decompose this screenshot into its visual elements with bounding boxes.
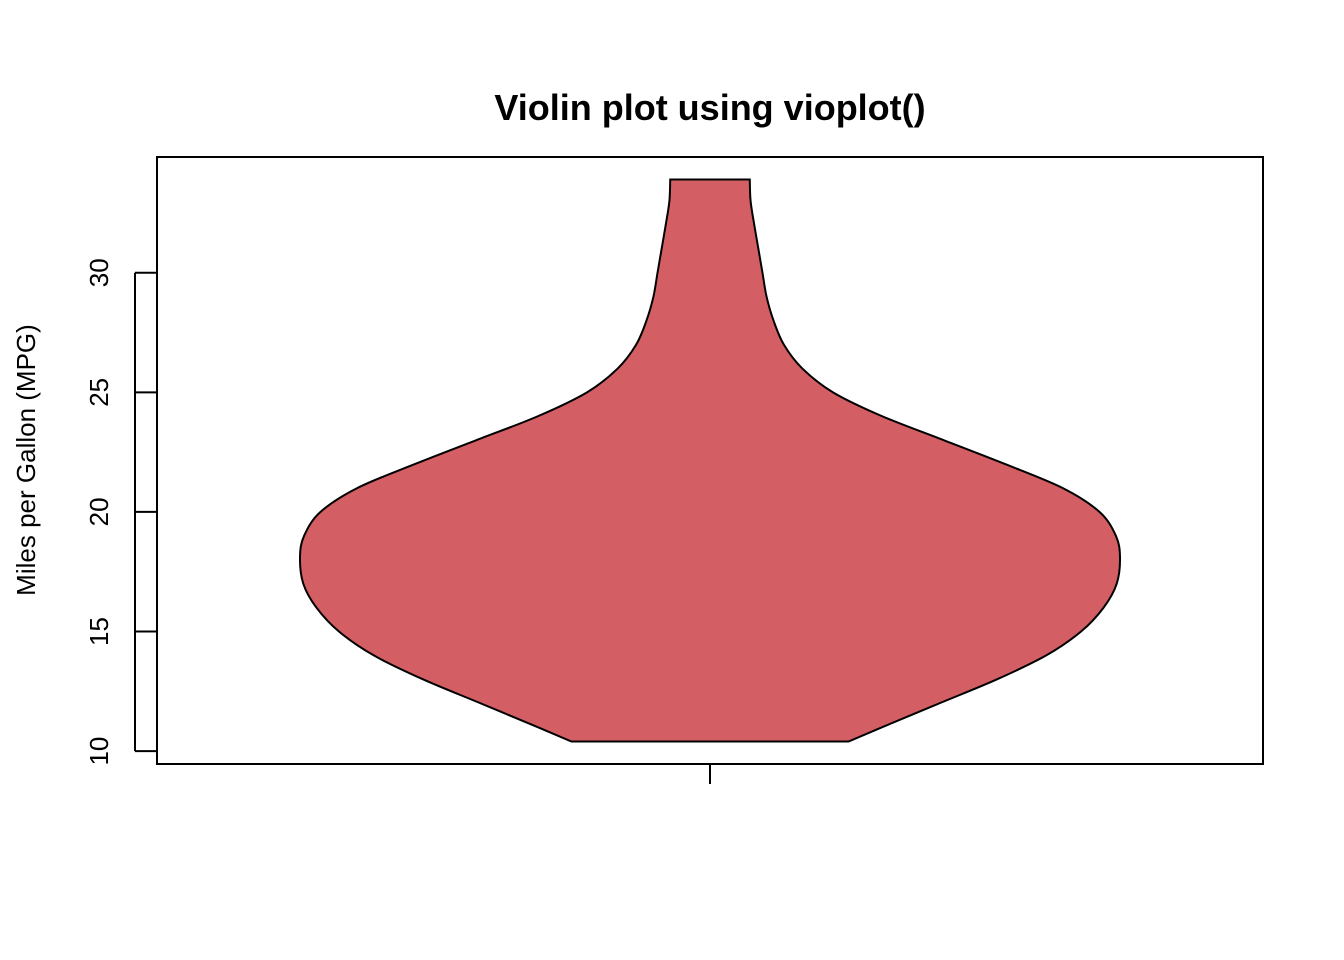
- y-tick-label: 30: [84, 258, 114, 287]
- chart-title: Violin plot using vioplot(): [494, 87, 925, 128]
- violin-layer: [298, 178, 1122, 743]
- y-tick-label: 25: [84, 378, 114, 407]
- y-tick-label: 10: [84, 737, 114, 766]
- y-axis: 10 15 20 25 30: [84, 258, 157, 766]
- y-tick-label: 15: [84, 617, 114, 646]
- y-tick-label: 20: [84, 497, 114, 526]
- violin-shape: [298, 178, 1122, 743]
- y-axis-label: Miles per Gallon (MPG): [11, 324, 41, 596]
